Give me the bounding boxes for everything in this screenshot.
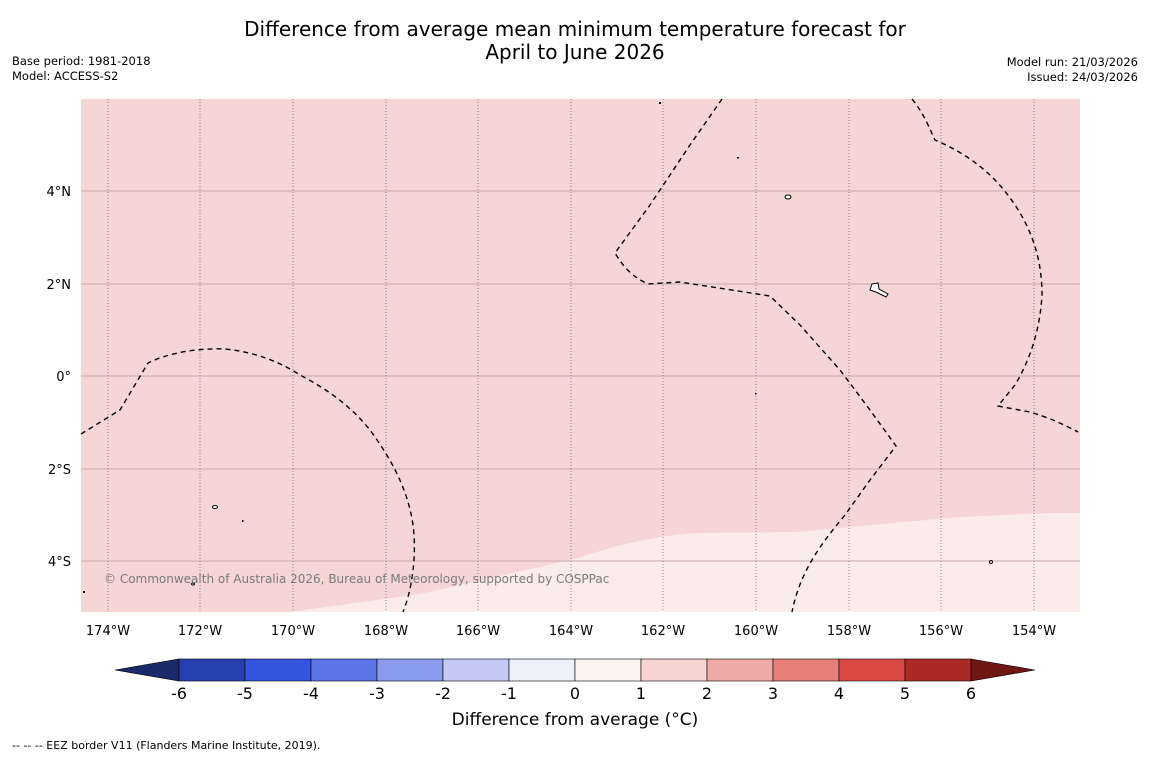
eez-borders <box>80 98 1079 613</box>
lat-label: 2°N <box>47 278 72 293</box>
colorbar-tick: -5 <box>237 684 253 703</box>
island-small-south <box>191 582 195 586</box>
lon-label: 170°W <box>271 624 315 639</box>
eez-border-central <box>614 98 897 613</box>
colorbar-tick: 2 <box>702 684 712 703</box>
title-line-1: Difference from average mean minimum tem… <box>244 17 906 41</box>
colorbar-arrow-low <box>114 658 180 682</box>
anomaly-band-0-to-1 <box>290 513 1080 612</box>
eez-legend-text: -- -- -- EEZ border V11 (Flanders Marine… <box>12 739 321 752</box>
colorbar-tick: -4 <box>303 684 319 703</box>
colorbar-segment <box>376 658 444 682</box>
lon-label: 162°W <box>641 624 685 639</box>
colorbar-segment <box>574 658 642 682</box>
colorbar-tick: -3 <box>369 684 385 703</box>
latitude-gridlines <box>81 190 1080 562</box>
meta-right: Model run: 21/03/2026 Issued: 24/03/2026 <box>1007 55 1138 85</box>
colorbar <box>114 658 1036 682</box>
lon-label: 158°W <box>827 624 871 639</box>
colorbar-segment <box>442 658 510 682</box>
colorbar-segment <box>904 658 972 682</box>
island-east <box>989 560 993 564</box>
model-run-text: Model run: 21/03/2026 <box>1006 55 1138 69</box>
colorbar-label: Difference from average (°C) <box>451 710 699 730</box>
model-text: Model: ACCESS-S2 <box>12 69 119 83</box>
colorbar-tick: 6 <box>966 684 976 703</box>
island-dots <box>83 102 757 593</box>
issued-text: Issued: 24/03/2026 <box>1027 70 1138 84</box>
lon-label: 156°W <box>919 624 963 639</box>
colorbar-tick: 1 <box>636 684 646 703</box>
colorbar-tick: 0 <box>570 684 580 703</box>
lon-label: 168°W <box>364 624 408 639</box>
lon-label: 160°W <box>734 624 778 639</box>
colorbar-segment <box>838 658 906 682</box>
colorbar-segment <box>706 658 774 682</box>
lon-label: 174°W <box>86 624 130 639</box>
lon-label: 154°W <box>1012 624 1056 639</box>
title-line-2: April to June 2026 <box>485 40 665 64</box>
map-panel: © Commonwealth of Australia 2026, Bureau… <box>80 98 1080 613</box>
island-kiritimati <box>869 282 889 298</box>
map-title: Difference from average mean minimum tem… <box>0 18 1150 64</box>
colorbar-segment <box>310 658 378 682</box>
eez-border-east <box>911 98 1079 433</box>
colorbar-segment <box>178 658 246 682</box>
lat-label: 0° <box>56 370 71 385</box>
colorbar-tick: -2 <box>435 684 451 703</box>
colorbar-tick: 3 <box>768 684 778 703</box>
lon-label: 172°W <box>178 624 222 639</box>
base-period-text: Base period: 1981-2018 <box>12 54 151 68</box>
colorbar-tick: -1 <box>501 684 517 703</box>
colorbar-segment <box>508 658 576 682</box>
lon-label: 164°W <box>549 624 593 639</box>
colorbar-tick: -6 <box>171 684 187 703</box>
colorbar-tick: 4 <box>834 684 844 703</box>
lat-label: 4°S <box>48 555 71 570</box>
colorbar-segment <box>772 658 840 682</box>
island-north-1 <box>784 194 792 200</box>
colorbar-segment <box>244 658 312 682</box>
colorbar-tick: 5 <box>900 684 910 703</box>
colorbar-segment <box>640 658 708 682</box>
colorbar-arrow-high <box>970 658 1036 682</box>
eez-border-west <box>80 348 416 613</box>
colorbar-ticks: -6 -5 -4 -3 -2 -1 0 1 2 3 4 5 6 <box>171 684 976 703</box>
islands <box>191 194 993 586</box>
lat-label: 2°S <box>48 463 71 478</box>
meta-left: Base period: 1981-2018 Model: ACCESS-S2 <box>12 54 151 84</box>
lat-label: 4°N <box>47 185 72 200</box>
island-jarvis <box>212 505 218 509</box>
copyright-text: © Commonwealth of Australia 2026, Bureau… <box>104 572 609 586</box>
lon-label: 166°W <box>456 624 500 639</box>
latitude-labels: 4°N 2°N 0° 2°S 4°S <box>47 185 72 570</box>
longitude-labels: 174°W 172°W 170°W 168°W 166°W 164°W 162°… <box>86 624 1056 639</box>
